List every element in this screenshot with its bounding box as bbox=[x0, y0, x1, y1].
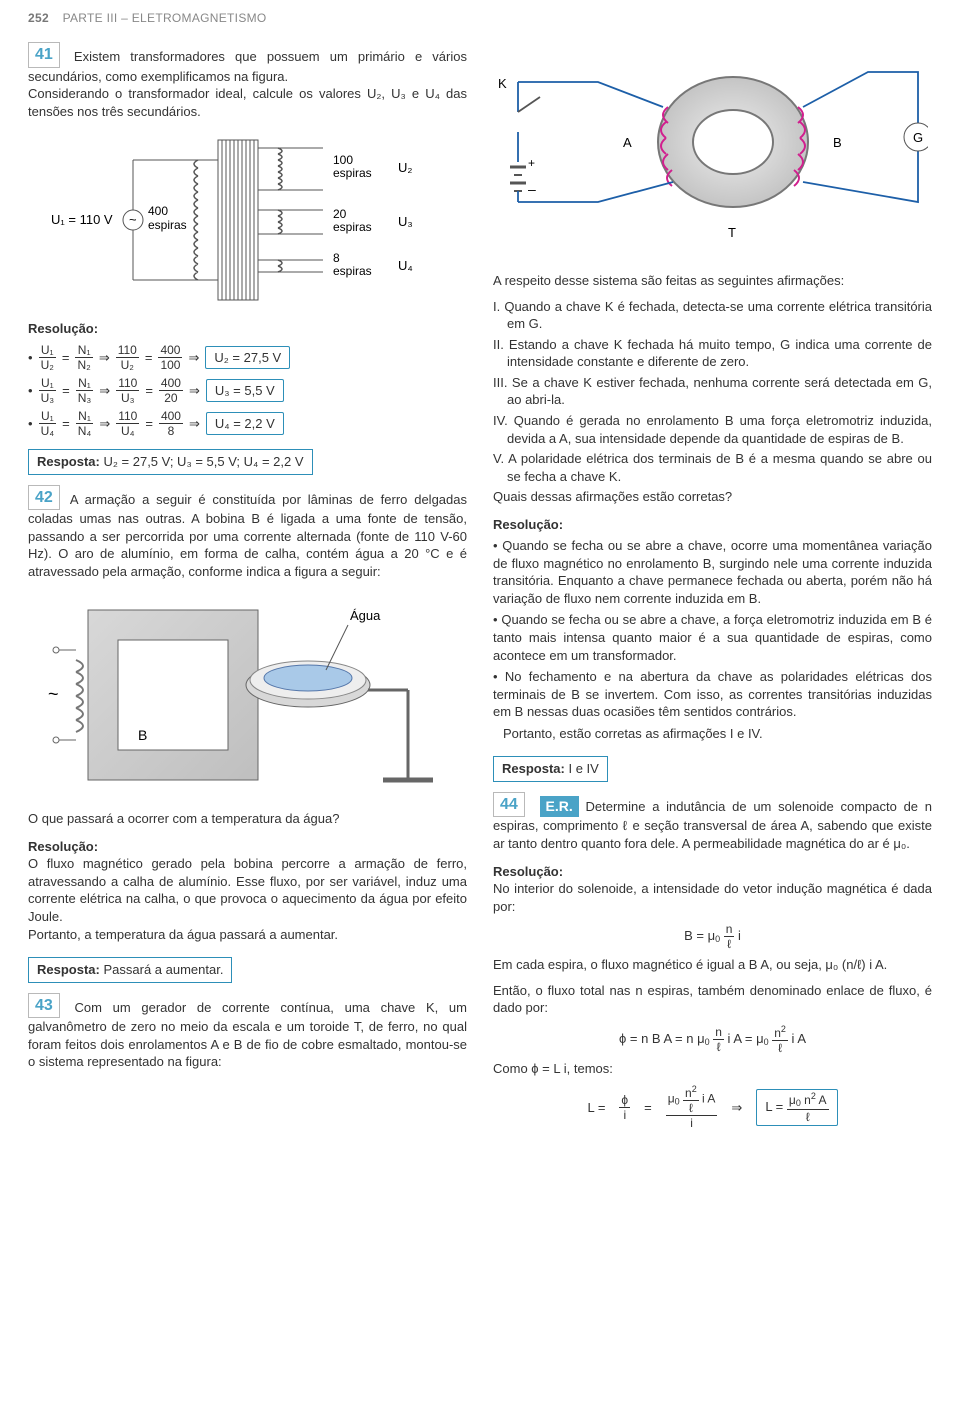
q43-intro: 43 Com um gerador de corrente contínua, … bbox=[28, 993, 467, 1071]
q42-number: 42 bbox=[28, 485, 60, 511]
q41-intro: 41 Existem transformadores que possuem u… bbox=[28, 42, 467, 120]
q43-v: V. A polaridade elétrica dos terminais d… bbox=[507, 450, 932, 485]
q41-answer: Resposta: U₂ = 27,5 V; U₃ = 5,5 V; U₄ = … bbox=[28, 449, 313, 475]
q44-eqL: L = ϕi = μ0 n2ℓ i Ai ⇒ L = μ0 n2 Aℓ bbox=[493, 1085, 932, 1129]
q42-question: O que passará a ocorrer com a temperatur… bbox=[28, 810, 467, 828]
svg-text:~: ~ bbox=[48, 684, 59, 704]
page-header: 252 PARTE III – ELETROMAGNETISMO bbox=[28, 0, 932, 42]
q44-eqPhi: ϕ = n B A = n μ0 nℓ i A = μ0 n2ℓ i A bbox=[493, 1025, 932, 1054]
q43-bullets: Quando se fecha ou se abre a chave, ocor… bbox=[493, 537, 932, 720]
q44-p2a: Em cada espira, o fluxo magnético é igua… bbox=[493, 956, 932, 974]
q43-iv: IV. Quando é gerada no enrolamento B uma… bbox=[507, 412, 932, 447]
svg-text:8espiras: 8espiras bbox=[333, 251, 372, 278]
svg-text:G: G bbox=[913, 130, 923, 145]
page-part: PARTE III – ELETROMAGNETISMO bbox=[63, 11, 267, 25]
q44-eqB: B = μ0 nℓ i bbox=[493, 923, 932, 950]
svg-text:U₄: U₄ bbox=[398, 258, 413, 273]
q44-intro: 44 E.R. Determine a indutância de um sol… bbox=[493, 792, 932, 853]
svg-text:Água: Água bbox=[350, 608, 381, 623]
svg-text:100espiras: 100espiras bbox=[333, 153, 372, 180]
svg-text:U₂: U₂ bbox=[398, 160, 412, 175]
q44-er: E.R. bbox=[540, 796, 579, 817]
q43-answer: Resposta: I e IV bbox=[493, 756, 608, 782]
q41-prim-label: 400espiras bbox=[148, 204, 187, 232]
q44-p3: Como ϕ = L i, temos: bbox=[493, 1060, 932, 1078]
q41-u1: U₁ = 110 V bbox=[51, 212, 113, 227]
q41-figure: ~ U₁ = 110 V 400espiras 100espiras U₂ 20… bbox=[43, 130, 453, 310]
right-column: + – G K A B T A respeito desse sistema s… bbox=[493, 42, 932, 1135]
q43-res-label: Resolução: bbox=[493, 516, 932, 534]
svg-text:U₃: U₃ bbox=[398, 214, 413, 229]
q44-res-label: Resolução: bbox=[493, 863, 932, 881]
q41-eq1: • U₁U₂ = N₁N₂ ⇒ 110U₂ = 400100 ⇒ U₂ = 27… bbox=[28, 344, 467, 371]
q41-eq2: • U₁U₃ = N₁N₃ ⇒ 110U₃ = 40020 ⇒ U₃ = 5,5… bbox=[28, 377, 467, 404]
svg-text:20espiras: 20espiras bbox=[333, 207, 372, 234]
q41-res-label: Resolução: bbox=[28, 320, 467, 338]
svg-text:A: A bbox=[623, 135, 632, 150]
q43-figure: + – G K A B T bbox=[498, 52, 928, 262]
svg-text:K: K bbox=[498, 76, 507, 91]
svg-text:+: + bbox=[528, 156, 535, 170]
q41-number: 41 bbox=[28, 42, 60, 68]
q43-afr: A respeito desse sistema são feitas as s… bbox=[493, 272, 932, 290]
svg-text:T: T bbox=[728, 225, 736, 240]
q43-ask: Quais dessas afirmações estão corretas? bbox=[493, 488, 932, 506]
q44-p1: No interior do solenoide, a intensidade … bbox=[493, 880, 932, 915]
svg-text:–: – bbox=[528, 181, 536, 197]
q43-number: 43 bbox=[28, 993, 60, 1019]
q42-res-label: Resolução: bbox=[28, 838, 467, 856]
q44-p2b: Então, o fluxo total nas n espiras, tamb… bbox=[493, 982, 932, 1017]
q43-i: I. Quando a chave K é fechada, detecta-s… bbox=[507, 298, 932, 333]
q41-eq3: • U₁U₄ = N₁N₄ ⇒ 110U₄ = 4008 ⇒ U₄ = 2,2 … bbox=[28, 410, 467, 437]
svg-text:B: B bbox=[138, 727, 147, 743]
q44-number: 44 bbox=[493, 792, 525, 818]
q43-iii: III. Se a chave K estiver fechada, nenhu… bbox=[507, 374, 932, 409]
q42-figure: ~ B Água bbox=[48, 590, 448, 800]
q42-intro: 42 A armação a seguir é constituída por … bbox=[28, 485, 467, 581]
q42-res-text: O fluxo magnético gerado pela bobina per… bbox=[28, 855, 467, 943]
q43-conclusion: Portanto, estão corretas as afirmações I… bbox=[503, 725, 932, 743]
q42-answer: Resposta: Passará a aumentar. bbox=[28, 957, 232, 983]
page-number: 252 bbox=[28, 11, 49, 25]
q43-ii: II. Estando a chave K fechada há muito t… bbox=[507, 336, 932, 371]
left-column: 41 Existem transformadores que possuem u… bbox=[28, 42, 467, 1135]
svg-text:~: ~ bbox=[129, 212, 137, 227]
svg-text:B: B bbox=[833, 135, 842, 150]
